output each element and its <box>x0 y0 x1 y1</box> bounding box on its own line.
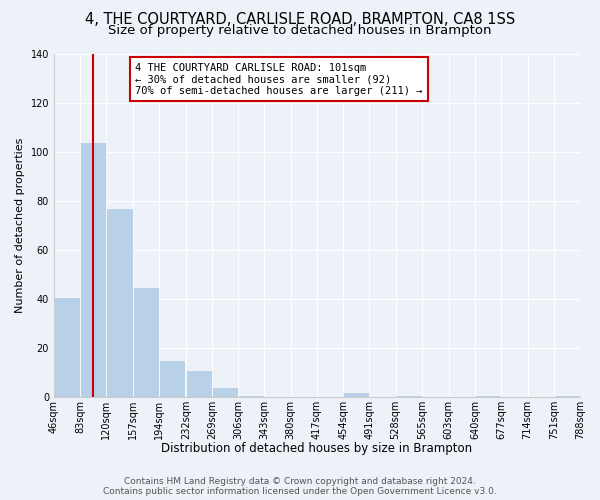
Bar <box>159 360 185 397</box>
Bar <box>80 142 106 397</box>
Y-axis label: Number of detached properties: Number of detached properties <box>15 138 25 313</box>
Text: Contains HM Land Registry data © Crown copyright and database right 2024.
Contai: Contains HM Land Registry data © Crown c… <box>103 476 497 496</box>
Text: Size of property relative to detached houses in Brampton: Size of property relative to detached ho… <box>108 24 492 37</box>
Bar <box>54 296 80 397</box>
X-axis label: Distribution of detached houses by size in Brampton: Distribution of detached houses by size … <box>161 442 473 455</box>
Bar <box>106 208 133 397</box>
Bar <box>133 287 159 397</box>
Bar <box>395 394 422 397</box>
Bar <box>186 370 212 397</box>
Bar <box>212 388 238 397</box>
Bar <box>554 394 580 397</box>
Bar <box>475 394 502 397</box>
Bar <box>343 392 370 397</box>
Text: 4, THE COURTYARD, CARLISLE ROAD, BRAMPTON, CA8 1SS: 4, THE COURTYARD, CARLISLE ROAD, BRAMPTO… <box>85 12 515 28</box>
Text: 4 THE COURTYARD CARLISLE ROAD: 101sqm
← 30% of detached houses are smaller (92)
: 4 THE COURTYARD CARLISLE ROAD: 101sqm ← … <box>136 62 423 96</box>
Bar <box>238 394 265 397</box>
